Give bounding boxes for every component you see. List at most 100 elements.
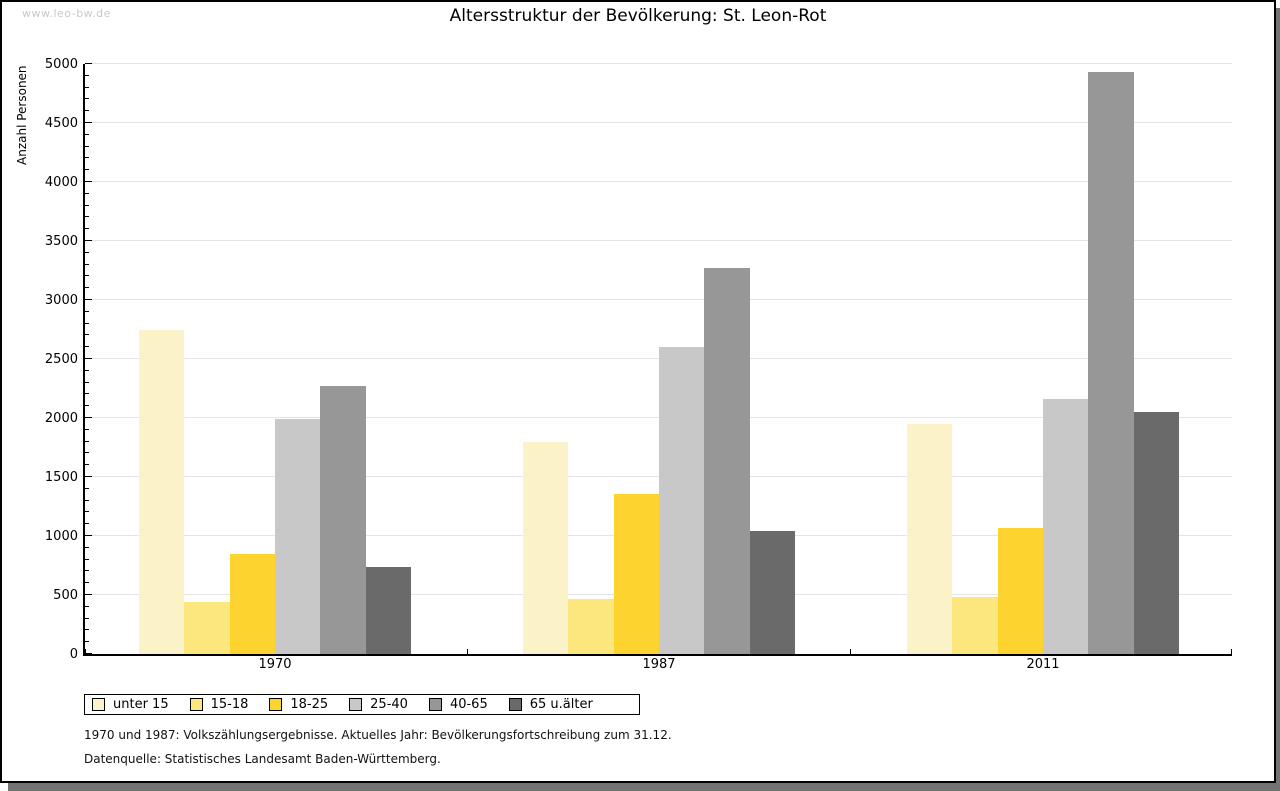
plot-area: 0 500 1000 1500 2000 2500 3000 3500 4000 4500 5000 (45, 57, 1232, 662)
y-minor-tick-4800 (85, 86, 89, 88)
y-tick-label-5000: 5000 (44, 57, 78, 72)
legend-label-15-18: 15-18 (210, 697, 249, 712)
bar-2011-40-65 (1088, 72, 1134, 654)
y-minor-tick-1800 (85, 440, 89, 442)
gridline-2500 (85, 358, 1232, 359)
legend-item-18-25: 18-25 (269, 697, 328, 712)
bar-1970-15-18 (184, 602, 230, 654)
x-category-label-1987: 1987 (642, 657, 676, 672)
legend-swatch-15-18 (189, 698, 203, 711)
legend-item-unter-15: unter 15 (92, 697, 169, 712)
y-tick-label-3500: 3500 (44, 234, 78, 249)
legend-swatch-25-40 (349, 698, 363, 711)
x-tick-1 (467, 649, 469, 654)
y-minor-tick-4400 (85, 133, 89, 135)
gridline-1500 (85, 476, 1232, 477)
y-minor-tick-2400 (85, 369, 89, 371)
bar-2011-15-18 (952, 597, 998, 654)
legend-label-18-25: 18-25 (290, 697, 329, 712)
y-major-tick-4500 (85, 122, 92, 123)
legend: unter 15 15-18 18-25 25-40 40-65 65 u.älter (84, 694, 640, 715)
y-major-tick-1000 (85, 535, 92, 536)
y-minor-tick-3300 (85, 263, 89, 265)
legend-label-40-65: 40-65 (449, 697, 488, 712)
footnote-census: 1970 und 1987: Volkszählungsergebnisse. … (84, 728, 672, 742)
y-minor-tick-1900 (85, 428, 89, 430)
y-tick-label-2000: 2000 (44, 411, 78, 426)
drop-shadow-right (1276, 8, 1280, 791)
y-minor-tick-400 (85, 605, 89, 607)
bar-1970-25-40 (274, 419, 321, 654)
y-tick-label-4500: 4500 (44, 116, 78, 131)
bar-1987-unter-15 (523, 441, 569, 654)
x-tick-3 (1231, 649, 1232, 654)
y-major-tick-5000 (85, 63, 92, 64)
legend-item-65-u-lter: 65 u.älter (508, 697, 593, 712)
bar-1987-18-25 (613, 493, 659, 654)
y-minor-tick-2600 (85, 346, 89, 348)
bar-1987-25-40 (658, 347, 705, 654)
legend-item-25-40: 25-40 (349, 697, 408, 712)
y-minor-tick-4200 (85, 157, 89, 159)
y-minor-tick-4300 (85, 145, 89, 147)
legend-swatch-unter-15 (92, 698, 105, 711)
y-minor-tick-1600 (85, 464, 89, 466)
gridline-4500 (85, 122, 1232, 123)
y-minor-tick-4900 (85, 74, 89, 76)
y-minor-tick-300 (85, 617, 89, 619)
y-major-tick-3500 (85, 240, 92, 241)
x-category-label-1970: 1970 (258, 657, 292, 672)
y-minor-tick-3100 (85, 287, 89, 289)
y-tick-label-0: 0 (69, 647, 78, 662)
bar-1970-40-65 (320, 386, 366, 654)
y-tick-label-3000: 3000 (44, 293, 78, 308)
y-tick-label-1500: 1500 (44, 470, 78, 485)
bar-2011-unter-15 (907, 423, 953, 654)
legend-swatch-65-u-lter (508, 698, 522, 711)
y-minor-tick-1100 (85, 523, 89, 525)
y-major-tick-0 (85, 653, 92, 654)
y-minor-tick-100 (85, 641, 89, 643)
y-minor-tick-3800 (85, 204, 89, 206)
y-tick-label-500: 500 (53, 588, 78, 603)
x-tick-2 (849, 649, 851, 654)
legend-label-unter-15: unter 15 (113, 697, 169, 712)
gridline-4000 (85, 181, 1232, 182)
y-minor-tick-3600 (85, 228, 89, 230)
x-tick-0 (85, 649, 86, 654)
y-major-tick-2500 (85, 358, 92, 359)
bar-1970-65-u-lter (365, 566, 411, 654)
gridline-3500 (85, 240, 1232, 241)
y-tick-label-4000: 4000 (44, 175, 78, 190)
bar-2011-25-40 (1042, 399, 1089, 654)
y-minor-tick-3900 (85, 192, 89, 194)
y-major-tick-1500 (85, 476, 92, 477)
y-minor-tick-4700 (85, 98, 89, 100)
bar-1987-15-18 (568, 598, 614, 654)
y-minor-tick-2900 (85, 310, 89, 312)
legend-item-15-18: 15-18 (189, 697, 249, 712)
bar-1970-unter-15 (139, 329, 185, 654)
y-tick-label-2500: 2500 (44, 352, 78, 367)
gridline-5000 (85, 63, 1232, 64)
y-minor-tick-600 (85, 582, 89, 584)
y-major-tick-4000 (85, 181, 92, 182)
y-minor-tick-3700 (85, 216, 89, 218)
bar-1987-65-u-lter (749, 531, 795, 654)
y-minor-tick-4100 (85, 169, 89, 171)
bar-1970-18-25 (229, 553, 275, 654)
y-minor-tick-800 (85, 558, 89, 560)
bar-2011-65-u-lter (1133, 412, 1179, 654)
y-minor-tick-1300 (85, 499, 89, 501)
watermark: www.leo-bw.de (22, 7, 111, 20)
bar-1987-40-65 (704, 268, 750, 654)
y-major-tick-2000 (85, 417, 92, 418)
y-minor-tick-2100 (85, 405, 89, 407)
y-minor-tick-700 (85, 570, 89, 572)
drop-shadow-bottom (8, 783, 1280, 791)
footnote-source: Datenquelle: Statistisches Landesamt Bad… (84, 752, 441, 766)
y-major-tick-3000 (85, 299, 92, 300)
legend-label-65-u-lter: 65 u.älter (529, 697, 593, 712)
y-minor-tick-900 (85, 546, 89, 548)
